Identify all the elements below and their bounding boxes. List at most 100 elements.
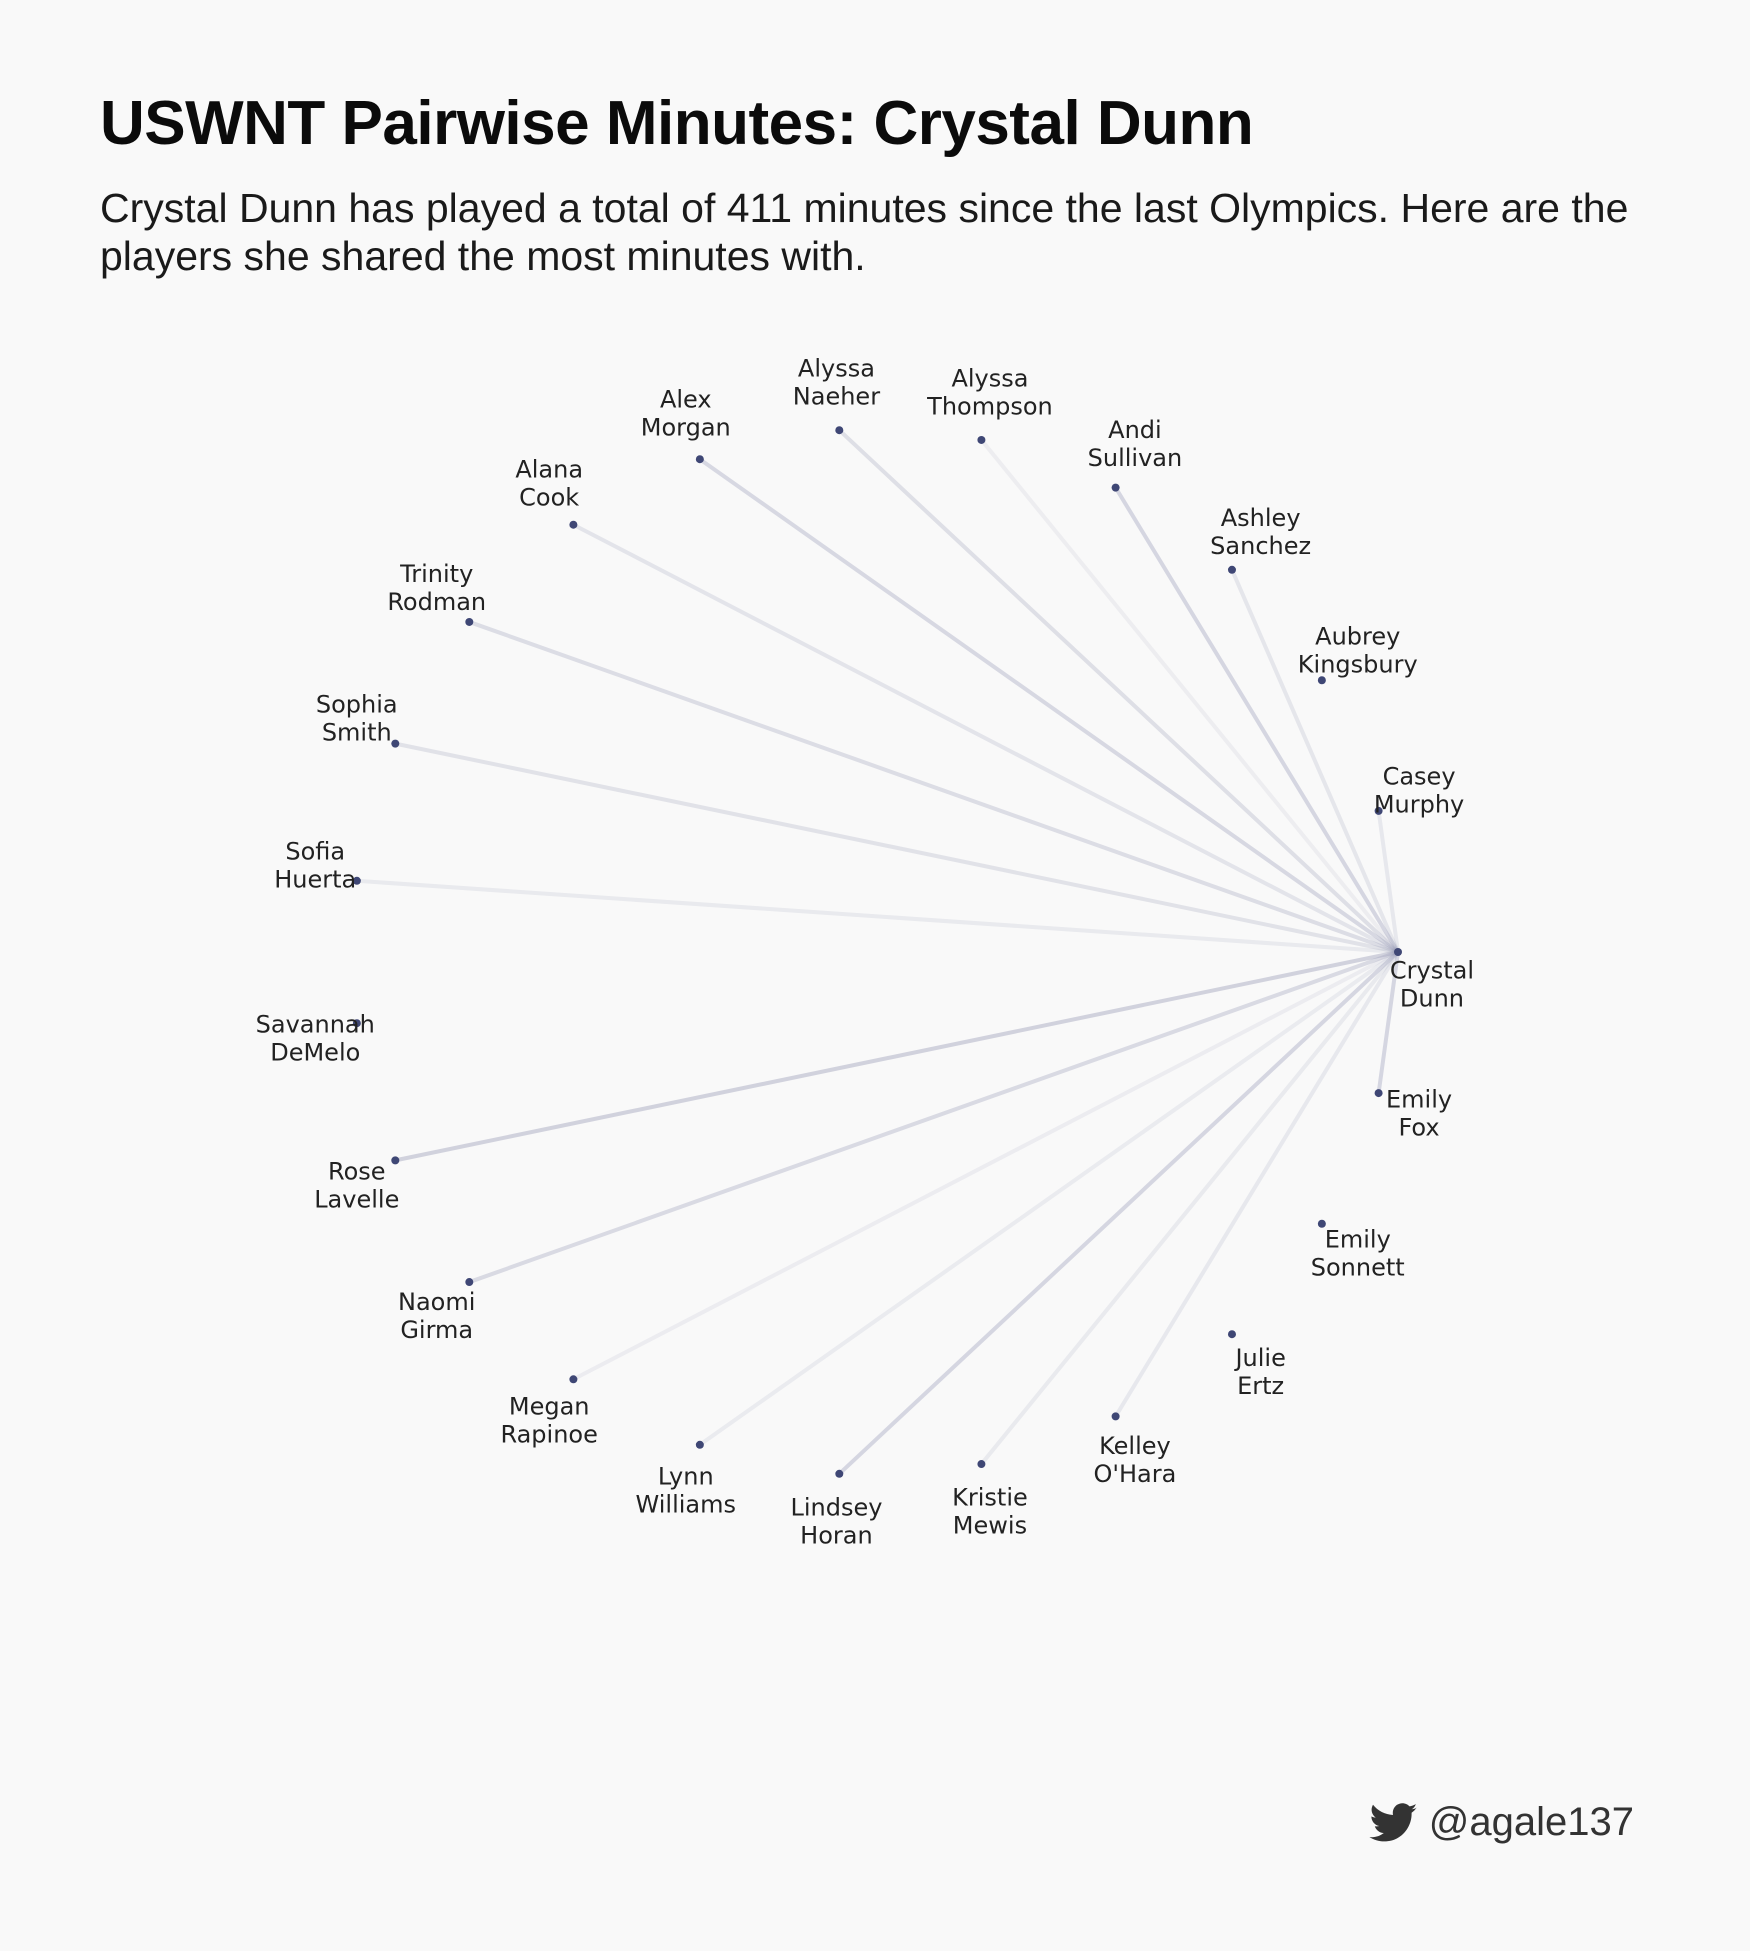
edge-megan-rapinoe xyxy=(571,950,1400,1382)
savannah-demelo-label: Savannah DeMelo xyxy=(256,1010,375,1066)
trinity-rodman-label: Trinity Rodman xyxy=(387,560,486,616)
crystal-dunn-focal-label-line1: Crystal xyxy=(1390,956,1474,984)
sofia-huerta-label: Sofia Huerta xyxy=(274,838,356,894)
kristie-mewis-label-line1: Kristie xyxy=(952,1483,1028,1511)
sofia-huerta-label-line1: Sofia xyxy=(285,838,345,866)
edge-kristie-mewis xyxy=(979,950,1400,1467)
alyssa-thompson-label-line2: Thompson xyxy=(926,393,1053,421)
casey-murphy-label-line2: Murphy xyxy=(1374,791,1464,819)
alyssa-thompson-node xyxy=(977,435,986,444)
alex-morgan-node xyxy=(695,455,704,464)
ashley-sanchez-label: Ashley Sanchez xyxy=(1210,504,1311,560)
edge-alyssa-thompson xyxy=(979,437,1400,954)
trinity-rodman-label-line1: Trinity xyxy=(399,560,473,588)
aubrey-kingsbury-node xyxy=(1317,676,1326,685)
kelley-o-hara-label-line2: O'Hara xyxy=(1094,1460,1177,1488)
julie-ertz-label: Julie Ertz xyxy=(1233,1344,1285,1400)
lindsey-horan-label-line1: Lindsey xyxy=(790,1494,882,1522)
kelley-o-hara-label: Kelley O'Hara xyxy=(1094,1432,1177,1488)
edge-sophia-smith xyxy=(393,741,1400,954)
alana-cook-label-line2: Cook xyxy=(519,484,579,512)
emily-fox-label-line2: Fox xyxy=(1398,1113,1439,1141)
julie-ertz-label-line2: Ertz xyxy=(1237,1372,1284,1400)
lindsey-horan-label-line2: Horan xyxy=(800,1522,873,1550)
casey-murphy-label: Casey Murphy xyxy=(1374,763,1464,819)
edge-alana-cook xyxy=(571,522,1400,954)
rose-lavelle-label-line2: Lavelle xyxy=(314,1186,399,1214)
rose-lavelle-label: Rose Lavelle xyxy=(314,1158,399,1214)
edge-andi-sullivan xyxy=(1113,485,1400,954)
edge-rose-lavelle xyxy=(393,950,1400,1163)
savannah-demelo-label-line2: DeMelo xyxy=(270,1038,360,1066)
chart-subtitle: Crystal Dunn has played a total of 411 m… xyxy=(100,185,1629,279)
lynn-williams-label: Lynn Williams xyxy=(636,1463,736,1519)
emily-fox-node xyxy=(1374,1089,1383,1098)
aubrey-kingsbury-label-line2: Kingsbury xyxy=(1298,651,1418,679)
trinity-rodman-label-line2: Rodman xyxy=(387,588,486,616)
casey-murphy-node xyxy=(1374,806,1383,815)
edge-casey-murphy xyxy=(1376,808,1400,954)
edge-lynn-williams xyxy=(697,950,1400,1447)
savannah-demelo-node xyxy=(352,1019,361,1028)
trinity-rodman-node xyxy=(465,617,474,626)
naomi-girma-label: Naomi Girma xyxy=(398,1288,475,1344)
edge-kelley-o-hara xyxy=(1113,950,1400,1419)
alana-cook-label: Alana Cook xyxy=(515,456,583,512)
ashley-sanchez-label-line2: Sanchez xyxy=(1210,532,1311,560)
julie-ertz-label-line1: Julie xyxy=(1233,1344,1285,1372)
rose-lavelle-label-line1: Rose xyxy=(328,1158,386,1186)
edge-lindsey-horan xyxy=(837,950,1400,1476)
savannah-demelo-label-line1: Savannah xyxy=(256,1010,375,1038)
emily-fox-label: Emily Fox xyxy=(1386,1085,1452,1141)
alyssa-naeher-label: Alyssa Naeher xyxy=(793,354,880,410)
edge-ashley-sanchez xyxy=(1229,567,1400,954)
megan-rapinoe-label: Megan Rapinoe xyxy=(500,1392,597,1448)
rose-lavelle-node xyxy=(391,1156,400,1165)
alyssa-thompson-label: Alyssa Thompson xyxy=(926,365,1053,421)
megan-rapinoe-label-line1: Megan xyxy=(509,1392,590,1420)
kristie-mewis-label: Kristie Mewis xyxy=(952,1483,1028,1539)
andi-sullivan-label-line1: Andi xyxy=(1108,416,1162,444)
edge-alyssa-naeher xyxy=(837,428,1400,954)
crystal-dunn-focal-label-line2: Dunn xyxy=(1400,984,1464,1012)
lynn-williams-node xyxy=(695,1440,704,1449)
lindsey-horan-node xyxy=(835,1469,844,1478)
crystal-dunn-focal-label: Crystal Dunn xyxy=(1390,956,1474,1012)
alana-cook-node xyxy=(569,520,578,529)
lindsey-horan-label: Lindsey Horan xyxy=(790,1494,882,1550)
edge-trinity-rodman xyxy=(467,619,1400,954)
credit: @agale137 xyxy=(1369,1800,1634,1845)
labels-layer: Emily Fox Emily Sonnett Julie Ertz Kelley O'Har… xyxy=(256,354,1474,1549)
twitter-handle: @agale137 xyxy=(1428,1800,1634,1844)
andi-sullivan-node xyxy=(1111,483,1120,492)
aubrey-kingsbury-label-line1: Aubrey xyxy=(1315,623,1400,651)
ashley-sanchez-label-line1: Ashley xyxy=(1221,504,1301,532)
casey-murphy-label-line1: Casey xyxy=(1383,763,1456,791)
alyssa-thompson-label-line1: Alyssa xyxy=(951,365,1028,393)
sophia-smith-node xyxy=(391,739,400,748)
lynn-williams-label-line2: Williams xyxy=(636,1491,736,1519)
megan-rapinoe-label-line2: Rapinoe xyxy=(500,1420,597,1448)
lynn-williams-label-line1: Lynn xyxy=(658,1463,714,1491)
nodes-layer xyxy=(352,426,1402,1478)
alex-morgan-label: Alex Morgan xyxy=(641,385,731,441)
emily-sonnett-label-line1: Emily xyxy=(1325,1225,1391,1253)
sofia-huerta-label-line2: Huerta xyxy=(274,866,356,894)
andi-sullivan-label: Andi Sullivan xyxy=(1088,416,1183,472)
edge-emily-fox xyxy=(1376,950,1400,1096)
edge-naomi-girma xyxy=(467,950,1400,1285)
kelley-o-hara-label-line1: Kelley xyxy=(1099,1432,1171,1460)
edges-layer xyxy=(354,428,1400,1476)
alana-cook-label-line1: Alana xyxy=(515,456,583,484)
julie-ertz-node xyxy=(1227,1330,1236,1339)
alyssa-naeher-label-line1: Alyssa xyxy=(798,354,875,382)
alex-morgan-label-line2: Morgan xyxy=(641,413,731,441)
andi-sullivan-label-line2: Sullivan xyxy=(1088,444,1183,472)
kristie-mewis-node xyxy=(977,1460,986,1469)
emily-sonnett-node xyxy=(1317,1219,1326,1228)
naomi-girma-label-line2: Girma xyxy=(400,1316,473,1344)
chart-title: USWNT Pairwise Minutes: Crystal Dunn xyxy=(100,89,1254,158)
kristie-mewis-label-line2: Mewis xyxy=(953,1511,1027,1539)
emily-sonnett-label-line2: Sonnett xyxy=(1311,1253,1405,1281)
